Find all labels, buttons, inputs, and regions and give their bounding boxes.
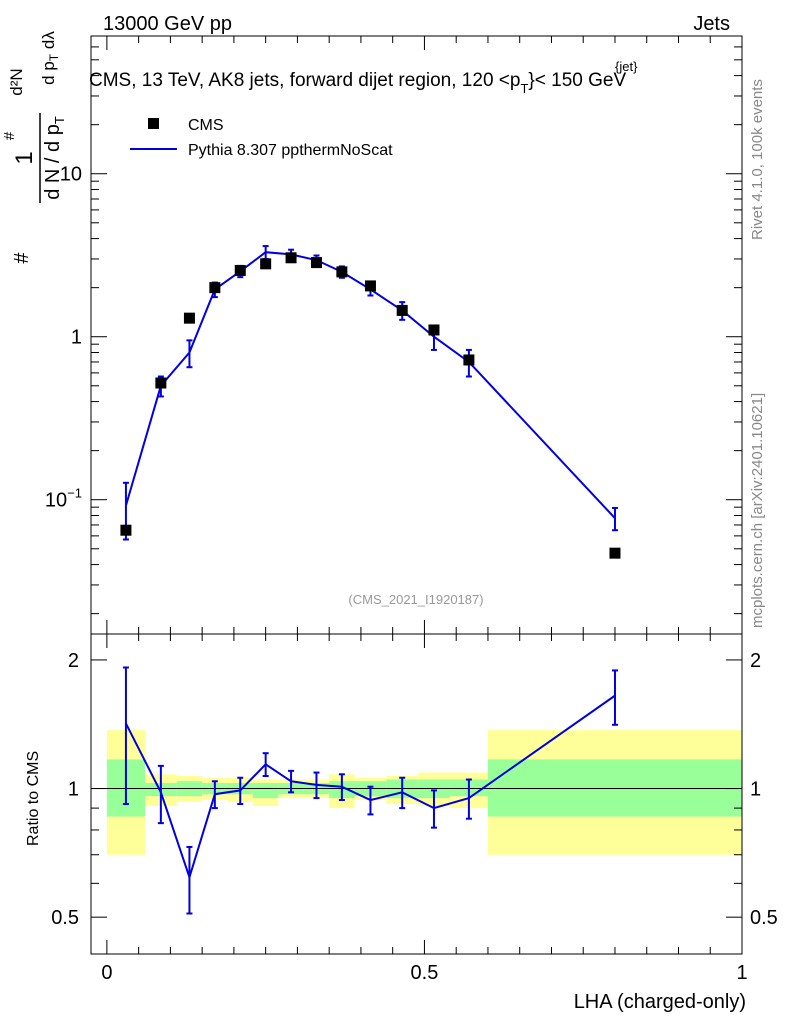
ratio-y-tick-label: 0.5 (51, 907, 79, 929)
y-label-hash-1: # (11, 252, 33, 264)
cms-data-point (260, 258, 272, 270)
analysis-watermark: (CMS_2021_I1920187) (348, 592, 483, 607)
cms-data-point (209, 282, 221, 294)
main-plot-area (120, 245, 621, 559)
main-panel: 10 1 10−1 CMS, 13 TeV, AK8 jets, forward d… (1, 31, 766, 635)
y-label-denominator-2: d pT dλ (39, 31, 61, 85)
legend-cms-marker (148, 118, 159, 129)
cms-data-point (609, 547, 621, 559)
main-title-text: CMS, 13 TeV, AK8 jets, forward dijet reg… (89, 70, 520, 91)
ratio-frame (90, 633, 743, 955)
main-y-tick-label: 1 (71, 327, 82, 349)
ratio-y-tick-label: 1 (68, 779, 79, 801)
cms-data-point (364, 280, 376, 292)
main-y-tick-label: 10 (60, 164, 82, 186)
ratio-panel: 2 21 10.5 0.5 0 0.5 1 Ratio to CMS LHA (charg… (25, 633, 778, 1013)
main-title-sup: {jet} (615, 59, 638, 74)
ratio-y-tick-label: 2 (68, 650, 79, 672)
ratio-y-ticks: 2 2 1 1 0.5 0.5 (51, 650, 778, 929)
legend-pythia-label: Pythia 8.307 ppthermNoScat (188, 142, 393, 159)
x-axis-label: LHA (charged-only) (574, 991, 746, 1013)
cms-data-point (336, 266, 348, 278)
main-y-label: 1 d N / d pT # # d²N d pT dλ (1, 31, 67, 264)
ratio-y-tick-label-right: 2 (750, 650, 761, 672)
legend-cms-label: CMS (188, 117, 224, 134)
ratio-band-inner (487, 759, 742, 817)
mcplots-side-label: mcplots.cern.ch [arXiv:2401.10621] (749, 393, 766, 628)
main-title-sub: T (520, 81, 528, 96)
x-tick-label: 0.5 (411, 962, 439, 984)
legend: CMS Pythia 8.307 ppthermNoScat (130, 117, 393, 159)
cms-data-point (463, 354, 475, 366)
y-label-hash-2: # (1, 131, 18, 140)
cms-data-point (120, 524, 132, 536)
cms-data-point (310, 257, 322, 269)
x-tick-label: 0 (101, 962, 112, 984)
main-title: CMS, 13 TeV, AK8 jets, forward dijet reg… (89, 70, 626, 96)
ratio-band-inner (252, 783, 279, 799)
y-label-fraction-denominator: d N / d pT (42, 116, 67, 200)
cms-data-point (285, 252, 297, 264)
x-tick-label: 1 (736, 962, 747, 984)
header-right: Jets (693, 13, 730, 35)
cms-data-point (396, 304, 408, 316)
cms-data-point (234, 264, 246, 276)
main-title-end: }< 150 GeV (528, 70, 626, 91)
ratio-plot-area (91, 666, 742, 915)
y-label-numerator-2: d²N (7, 68, 26, 95)
header-left: 13000 GeV pp (103, 13, 232, 35)
cms-data-point (155, 377, 167, 389)
ratio-y-tick-label-right: 1 (750, 779, 761, 801)
cms-data-point (183, 312, 195, 324)
cms-data-point (428, 324, 440, 336)
main-y-tick-label: 10−1 (45, 486, 82, 512)
ratio-y-label: Ratio to CMS (25, 751, 42, 846)
ratio-y-tick-label-right: 0.5 (750, 907, 778, 929)
main-y-ticks: 10 1 10−1 (45, 35, 742, 615)
y-label-fraction-numerator: 1 (11, 151, 38, 164)
ratio-x-ticks: 0 0.5 1 (101, 634, 748, 984)
main-x-ticks (106, 36, 743, 634)
rivet-side-label: Rivet 4.1.0, 100k events (749, 79, 766, 240)
ratio-line (125, 694, 616, 881)
